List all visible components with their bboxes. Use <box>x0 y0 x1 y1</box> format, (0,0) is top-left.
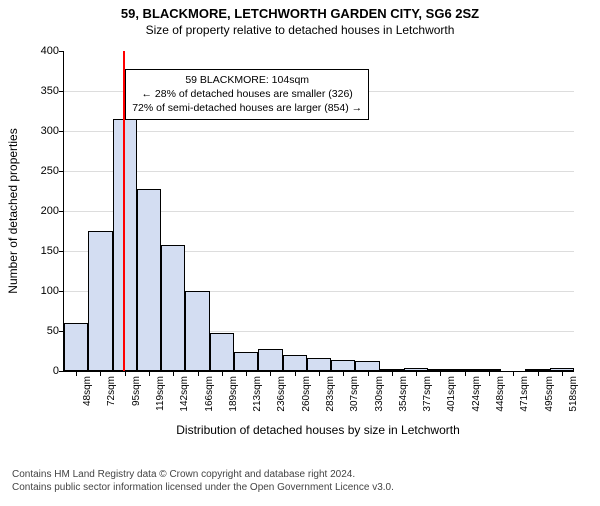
bar <box>137 189 161 371</box>
xtick-mark <box>222 371 223 376</box>
ytick-label: 400 <box>41 45 64 57</box>
xtick-label: 283sqm <box>323 376 336 412</box>
bar <box>210 333 234 371</box>
xtick-label: 260sqm <box>299 376 312 412</box>
xtick-label: 518sqm <box>566 376 579 412</box>
xtick-mark <box>538 371 539 376</box>
xtick-mark <box>465 371 466 376</box>
ytick-label: 300 <box>41 125 64 137</box>
xtick-mark <box>173 371 174 376</box>
bar <box>234 352 258 371</box>
xtick-mark <box>416 371 417 376</box>
xtick-mark <box>246 371 247 376</box>
xtick-label: 424sqm <box>469 376 482 412</box>
xtick-label: 142sqm <box>177 376 190 412</box>
xtick-label: 119sqm <box>153 376 166 411</box>
bar <box>64 323 88 371</box>
xtick-mark <box>489 371 490 376</box>
xtick-label: 95sqm <box>129 376 142 406</box>
xtick-mark <box>125 371 126 376</box>
footer-attribution: Contains HM Land Registry data © Crown c… <box>12 468 394 494</box>
grid-line <box>64 171 574 172</box>
xtick-label: 166sqm <box>202 376 215 412</box>
chart-subtitle: Size of property relative to detached ho… <box>0 23 600 37</box>
xtick-label: 236sqm <box>274 376 287 412</box>
xtick-mark <box>295 371 296 376</box>
xtick-mark <box>270 371 271 376</box>
xtick-label: 448sqm <box>493 376 506 412</box>
xtick-mark <box>198 371 199 376</box>
ytick-label: 150 <box>41 245 64 257</box>
bar <box>355 361 379 371</box>
bar <box>283 355 307 371</box>
xtick-label: 307sqm <box>347 376 360 412</box>
xtick-label: 72sqm <box>104 376 117 406</box>
xtick-label: 354sqm <box>396 376 409 412</box>
bar <box>113 119 137 371</box>
ytick-label: 350 <box>41 85 64 97</box>
ytick-label: 100 <box>41 285 64 297</box>
xtick-mark <box>319 371 320 376</box>
xtick-mark <box>368 371 369 376</box>
annotation-line: 59 BLACKMORE: 104sqm <box>132 73 362 87</box>
xtick-label: 189sqm <box>226 376 239 412</box>
bar <box>331 360 355 371</box>
chart-title: 59, BLACKMORE, LETCHWORTH GARDEN CITY, S… <box>0 6 600 21</box>
xtick-mark <box>513 371 514 376</box>
chart-area: 0 50 100 150 200 250 300 350 400 48sqm 72sqm 95sqm 1… <box>0 41 600 441</box>
bar <box>88 231 112 371</box>
bar <box>307 358 331 371</box>
xtick-label: 401sqm <box>444 376 457 412</box>
xtick-label: 330sqm <box>372 376 385 412</box>
ytick-label: 50 <box>47 325 64 337</box>
xtick-mark <box>100 371 101 376</box>
xtick-label: 377sqm <box>420 376 433 412</box>
bar <box>258 349 282 371</box>
ytick-label: 250 <box>41 165 64 177</box>
x-axis-label: Distribution of detached houses by size … <box>176 423 460 437</box>
ytick-label: 200 <box>41 205 64 217</box>
bar <box>161 245 185 371</box>
grid-line <box>64 131 574 132</box>
xtick-mark <box>343 371 344 376</box>
xtick-mark <box>392 371 393 376</box>
xtick-mark <box>76 371 77 376</box>
y-axis-label: Number of detached properties <box>6 128 20 293</box>
footer-line-2: Contains public sector information licen… <box>12 481 394 494</box>
footer-line-1: Contains HM Land Registry data © Crown c… <box>12 468 394 481</box>
xtick-mark <box>440 371 441 376</box>
ytick-label: 0 <box>53 365 64 377</box>
annotation-line: 72% of semi-detached houses are larger (… <box>132 101 362 115</box>
xtick-label: 495sqm <box>542 376 555 412</box>
annotation-box: 59 BLACKMORE: 104sqm← 28% of detached ho… <box>125 69 369 120</box>
xtick-label: 48sqm <box>80 376 93 406</box>
xtick-mark <box>149 371 150 376</box>
xtick-mark <box>562 371 563 376</box>
plot-area: 05010015020025030035040048sqm72sqm95sqm1… <box>63 51 574 372</box>
xtick-label: 471sqm <box>517 376 530 412</box>
bar <box>185 291 209 371</box>
annotation-line: ← 28% of detached houses are smaller (32… <box>132 87 362 101</box>
xtick-label: 213sqm <box>250 376 263 412</box>
